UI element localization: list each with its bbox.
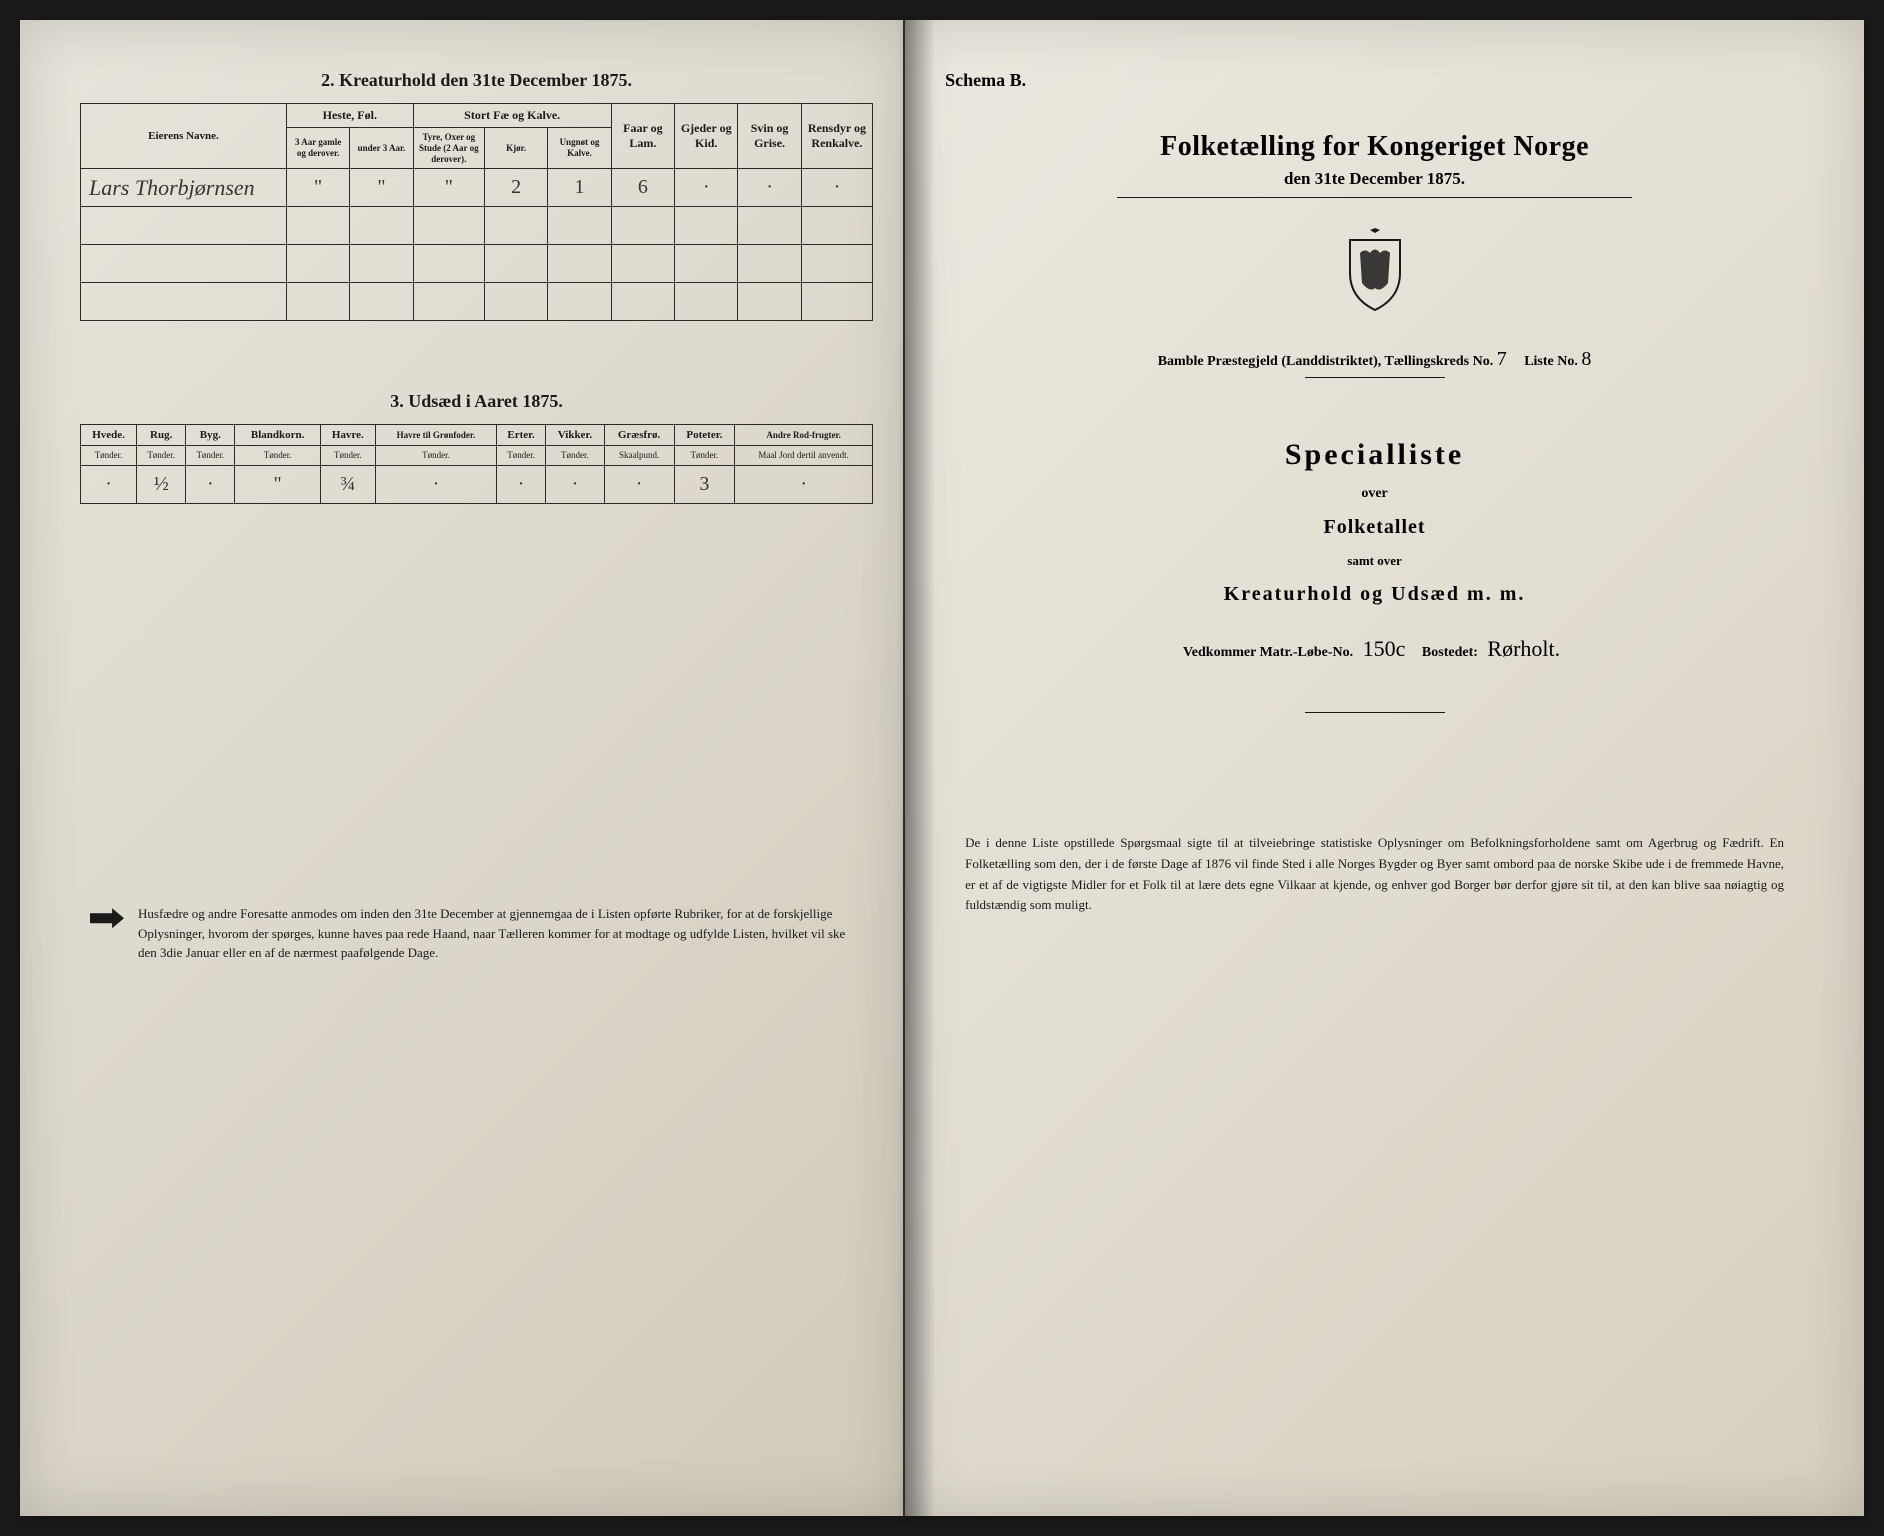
unit: Tønder. [497,446,546,466]
vedkommer-line: Vedkommer Matr.-Løbe-No. 150c Bostedet: … [945,636,1804,662]
col: Græsfrø. [604,425,674,446]
unit: Tønder. [375,446,496,466]
footer-text: Husfædre og andre Foresatte anmodes om i… [138,904,863,963]
col: Rug. [137,425,186,446]
col: Erter. [497,425,546,446]
col: Vikker. [546,425,604,446]
folketallet-label: Folketallet [945,516,1804,539]
cell: · [801,169,872,207]
unit: Tønder. [186,446,235,466]
matr-no: 150c [1357,636,1412,661]
unit: Skaalpund. [604,446,674,466]
cell: · [497,466,546,504]
kreds-no: 7 [1497,348,1507,370]
cell: " [286,169,349,207]
table-row-empty [81,207,873,245]
sub-h2: under 3 Aar. [350,128,413,169]
left-footer: Husfædre og andre Foresatte anmodes om i… [80,904,873,963]
section-2: 2. Kreaturhold den 31te December 1875. E… [80,70,873,321]
title-sub: den 31te December 1875. [945,169,1804,189]
cell: ½ [137,466,186,504]
group-svin: Svin og Grise. [738,104,801,169]
col: Blandkorn. [235,425,321,446]
short-rule [1305,712,1445,713]
census-book: 2. Kreaturhold den 31te December 1875. E… [20,20,1864,1516]
group-stort: Stort Fæ og Kalve. [413,104,611,128]
cell: 2 [484,169,547,207]
unit: Tønder. [81,446,137,466]
col: Havre til Grønfoder. [375,425,496,446]
liste-label: Liste No. [1524,354,1578,369]
samt-label: samt over [945,553,1804,569]
table-row-empty [81,245,873,283]
cell: " [350,169,413,207]
table-row-empty [81,283,873,321]
cell: · [186,466,235,504]
col: Byg. [186,425,235,446]
cell: " [413,169,484,207]
parish-prefix: Bamble Præstegjeld (Landdistriktet), Tæl… [1158,354,1494,369]
group-gjeder: Gjeder og Kid. [675,104,738,169]
col-owner: Eierens Navne. [81,104,287,169]
unit: Tønder. [320,446,375,466]
section-3: 3. Udsæd i Aaret 1875. Hvede. Rug. Byg. … [80,391,873,504]
group-heste: Heste, Føl. [286,104,413,128]
unit: Tønder. [546,446,604,466]
schema-label: Schema B. [945,70,1804,91]
table-row: · ½ · " ¾ · · · · 3 · [81,466,873,504]
col: Poteter. [674,425,735,446]
coat-of-arms-icon [945,228,1804,318]
sub-h1: 3 Aar gamle og derover. [286,128,349,169]
seed-table: Hvede. Rug. Byg. Blandkorn. Havre. Havre… [80,424,873,504]
cell: 3 [674,466,735,504]
owner-name: Lars Thorbjørnsen [81,169,287,207]
unit: Tønder. [137,446,186,466]
cell: · [375,466,496,504]
bostedet-value: Rørholt. [1481,636,1566,661]
unit: Maal Jord dertil anvendt. [735,446,873,466]
right-page: Schema B. Folketælling for Kongeriget No… [905,20,1864,1516]
table-row: Lars Thorbjørnsen " " " 2 1 6 · · · [81,169,873,207]
cell: ¾ [320,466,375,504]
pointing-hand-icon [90,908,124,928]
cell: · [735,466,873,504]
col: Havre. [320,425,375,446]
bostedet-label: Bostedet: [1422,645,1478,660]
cell: · [675,169,738,207]
specialliste-title: Specialliste [945,438,1804,472]
cell: 6 [611,169,674,207]
group-ren: Rensdyr og Renkalve. [801,104,872,169]
unit: Tønder. [235,446,321,466]
cell: " [235,466,321,504]
liste-no: 8 [1581,348,1591,370]
section2-title: 2. Kreaturhold den 31te December 1875. [80,70,873,91]
census-title: Folketælling for Kongeriget Norge den 31… [945,131,1804,189]
cell: · [604,466,674,504]
kreatur-label: Kreaturhold og Udsæd m. m. [945,583,1804,606]
col: Hvede. [81,425,137,446]
left-page: 2. Kreaturhold den 31te December 1875. E… [20,20,905,1516]
unit: Tønder. [674,446,735,466]
sub-s1: Tyre, Oxer og Stude (2 Aar og derover). [413,128,484,169]
vedkommer-prefix: Vedkommer Matr.-Løbe-No. [1183,645,1353,660]
parish-line: Bamble Præstegjeld (Landdistriktet), Tæl… [945,348,1804,371]
section3-title: 3. Udsæd i Aaret 1875. [80,391,873,412]
sub-s2: Kjør. [484,128,547,169]
right-footer: De i denne Liste opstillede Spørgsmaal s… [945,833,1804,916]
over-label: over [945,486,1804,502]
right-footer-text: De i denne Liste opstillede Spørgsmaal s… [965,835,1784,912]
cell: · [546,466,604,504]
short-rule [1305,377,1445,378]
sub-s3: Ungnøt og Kalve. [548,128,611,169]
livestock-table: Eierens Navne. Heste, Føl. Stort Fæ og K… [80,103,873,321]
cell: 1 [548,169,611,207]
cell: · [738,169,801,207]
rule [1117,197,1632,198]
group-faar: Faar og Lam. [611,104,674,169]
col: Andre Rod-frugter. [735,425,873,446]
title-main: Folketælling for Kongeriget Norge [945,131,1804,163]
cell: · [81,466,137,504]
